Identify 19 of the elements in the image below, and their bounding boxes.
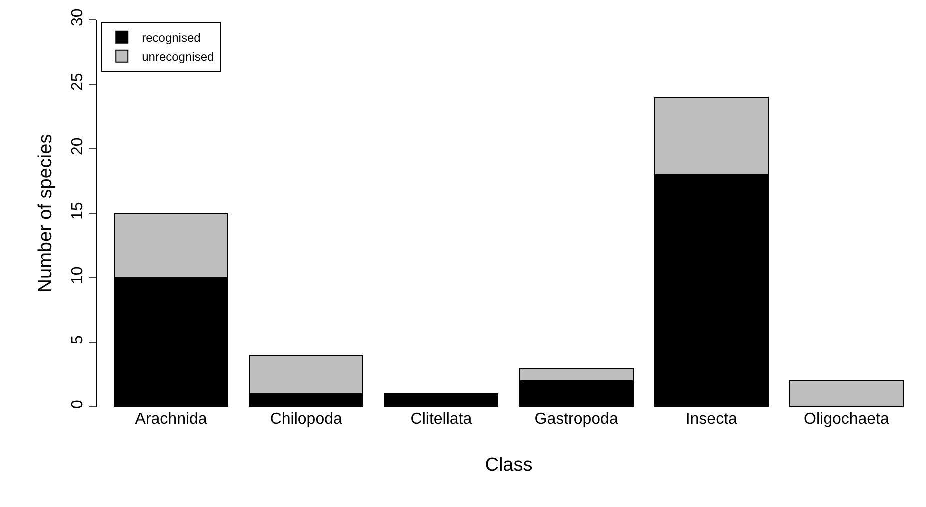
y-tick-label: 0 (70, 400, 87, 410)
x-tick-label: Arachnida (135, 411, 208, 428)
x-tick-label: Insecta (686, 411, 738, 428)
bar (789, 380, 904, 407)
bar (384, 394, 499, 407)
y-tick-label: 30 (70, 8, 87, 26)
y-tick-label: 25 (70, 73, 87, 91)
y-tick-label: 5 (70, 336, 87, 345)
legend-label: unrecognised (142, 50, 214, 64)
x-tick-label: Clitellata (410, 411, 472, 428)
y-axis-title: Number of species (35, 134, 56, 293)
y-tick-label: 10 (70, 266, 87, 284)
legend-label: recognised (142, 31, 201, 46)
x-tick-label: Chilopoda (270, 411, 343, 428)
x-tick-label: Oligochaeta (804, 411, 890, 428)
y-tick-label: 15 (70, 202, 87, 220)
y-tick-label: 20 (70, 138, 87, 156)
x-tick-label: Gastropoda (534, 411, 618, 428)
x-axis-title: Class (485, 454, 533, 476)
